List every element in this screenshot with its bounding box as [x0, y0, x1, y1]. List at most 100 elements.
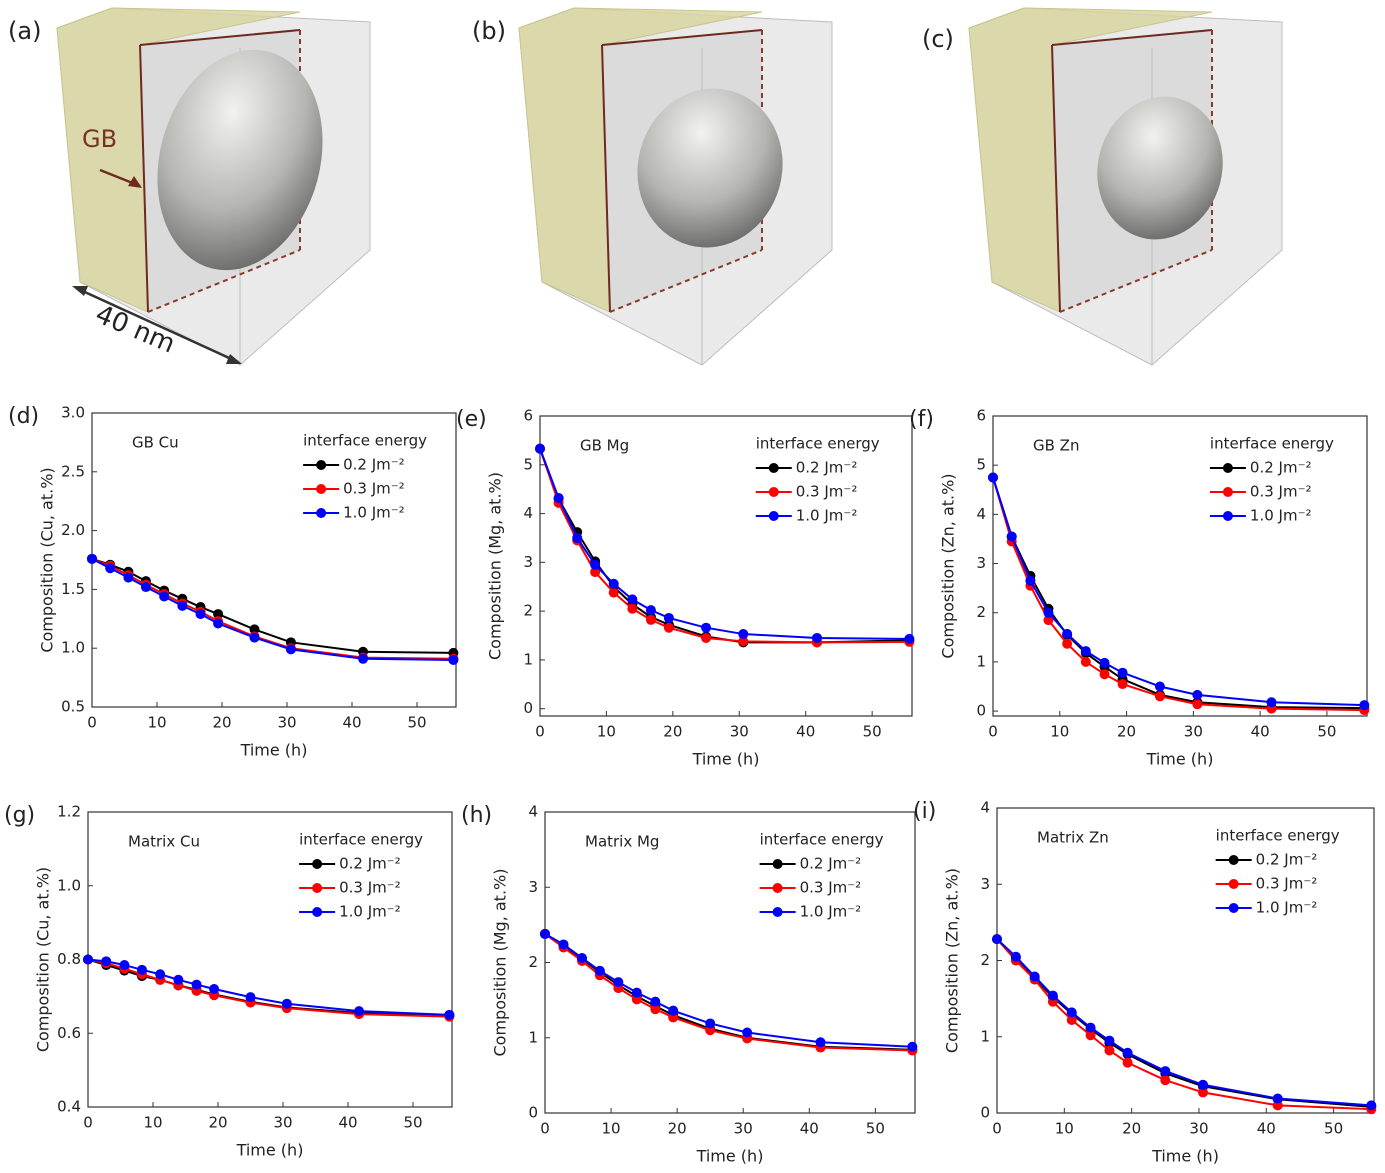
data-point: [608, 578, 619, 589]
y-tick-label: 6: [976, 407, 986, 425]
x-tick-label: 20: [1122, 1120, 1141, 1138]
legend-marker: [1222, 487, 1233, 497]
y-tick-label: 2.0: [61, 521, 85, 539]
x-axis-label: Time (h): [692, 750, 760, 769]
series-line: [544, 933, 913, 1051]
data-point: [1043, 615, 1054, 626]
plot-frame: [539, 415, 913, 717]
legend-label: 1.0 Jm⁻²: [800, 903, 862, 921]
series-line: [544, 933, 913, 1048]
chart: 0.4 0.6 0.8 1.0 1.2 0 10 20 30 40 50 Time (h) Compos…: [4, 803, 455, 1160]
data-point: [594, 965, 605, 976]
legend-marker: [768, 511, 779, 521]
data-point: [631, 987, 642, 998]
data-point: [1080, 646, 1091, 657]
data-point: [650, 996, 661, 1007]
annotation: GB Cu: [132, 434, 179, 452]
data-point: [650, 1004, 661, 1015]
legend-title: interface energy: [760, 831, 884, 849]
x-tick-label: 20: [212, 714, 231, 732]
legend-label: 0.2 Jm⁻²: [796, 459, 858, 477]
legend-marker: [312, 907, 323, 917]
data-point: [1085, 1030, 1096, 1041]
data-point: [701, 622, 712, 633]
legend-marker: [772, 883, 783, 893]
legend-marker: [312, 859, 323, 869]
data-point: [1359, 700, 1370, 711]
legend-title: interface energy: [303, 432, 427, 450]
x-tick-label: 50: [863, 723, 882, 741]
series-line: [996, 938, 1372, 1111]
data-point: [613, 977, 624, 988]
data-point: [213, 618, 224, 629]
data-point: [213, 609, 224, 620]
data-point: [663, 622, 674, 633]
y-tick-label: 2: [523, 602, 533, 620]
x-tick-label: 0: [87, 714, 97, 732]
x-tick-label: 20: [208, 1114, 227, 1132]
data-point: [1099, 669, 1110, 680]
x-tick-label: 20: [663, 723, 682, 741]
data-point: [1066, 1007, 1077, 1018]
data-point: [1154, 681, 1165, 692]
data-point: [1160, 1075, 1171, 1086]
x-tick-label: 30: [734, 1120, 753, 1138]
legend-label: 0.3 Jm⁻²: [339, 879, 401, 897]
data-point: [1272, 1100, 1283, 1111]
legend-label: 1.0 Jm⁻²: [1250, 507, 1312, 525]
x-tick-label: 40: [796, 723, 815, 741]
y-tick-label: 0: [976, 702, 986, 720]
data-point: [663, 612, 674, 623]
data-point: [354, 1006, 365, 1017]
y-tick-label: 4: [976, 505, 986, 523]
data-point: [140, 582, 151, 593]
legend-title: interface energy: [756, 435, 880, 453]
x-tick-label: 0: [535, 723, 545, 741]
y-tick-label: 2: [976, 603, 986, 621]
data-point: [1192, 699, 1203, 710]
data-point: [1029, 971, 1040, 982]
y-tick-label: 0: [528, 1104, 538, 1122]
x-tick-label: 0: [540, 1120, 550, 1138]
data-point: [83, 954, 93, 965]
data-point: [119, 960, 130, 971]
panel-label: (b): [472, 17, 506, 45]
data-point: [1366, 1100, 1377, 1111]
data-point: [1154, 691, 1165, 702]
y-tick-label: 4: [528, 803, 538, 821]
x-tick-label: 0: [992, 1120, 1002, 1138]
diagram-a: (a) GB 40 nm: [8, 7, 371, 366]
data-point: [1198, 1087, 1209, 1098]
data-point: [627, 594, 638, 605]
data-point: [812, 632, 823, 643]
x-tick-label: 0: [988, 723, 998, 741]
y-tick-label: 1: [528, 1028, 538, 1046]
y-tick-label: 3: [976, 554, 986, 572]
diagram-b: (b): [472, 7, 833, 366]
data-point: [285, 644, 296, 655]
diagram-c: (c): [922, 7, 1283, 366]
series-line: [539, 448, 910, 640]
legend-marker: [768, 487, 779, 497]
legend-label: 1.0 Jm⁻²: [796, 507, 858, 525]
data-point: [191, 979, 202, 990]
data-point: [1025, 575, 1036, 586]
data-point: [195, 609, 206, 620]
x-axis-label: Time (h): [1151, 1147, 1219, 1166]
x-tick-label: 40: [338, 1114, 357, 1132]
legend-marker: [316, 460, 327, 470]
plot-frame: [996, 807, 1375, 1114]
data-point: [627, 603, 638, 614]
legend-marker: [1228, 855, 1239, 865]
data-point: [701, 632, 712, 643]
data-point: [245, 992, 256, 1003]
legend-marker: [316, 484, 327, 494]
annotation: GB Zn: [1033, 437, 1079, 455]
data-point: [1062, 638, 1073, 649]
y-tick-label: 1.2: [57, 803, 81, 821]
plot-frame: [992, 415, 1368, 717]
data-point: [1117, 667, 1128, 678]
y-axis-label: Composition (Mg, at.%): [491, 869, 510, 1057]
y-axis-label: Composition (Cu, at.%): [34, 867, 53, 1052]
y-tick-label: 5: [976, 456, 986, 474]
